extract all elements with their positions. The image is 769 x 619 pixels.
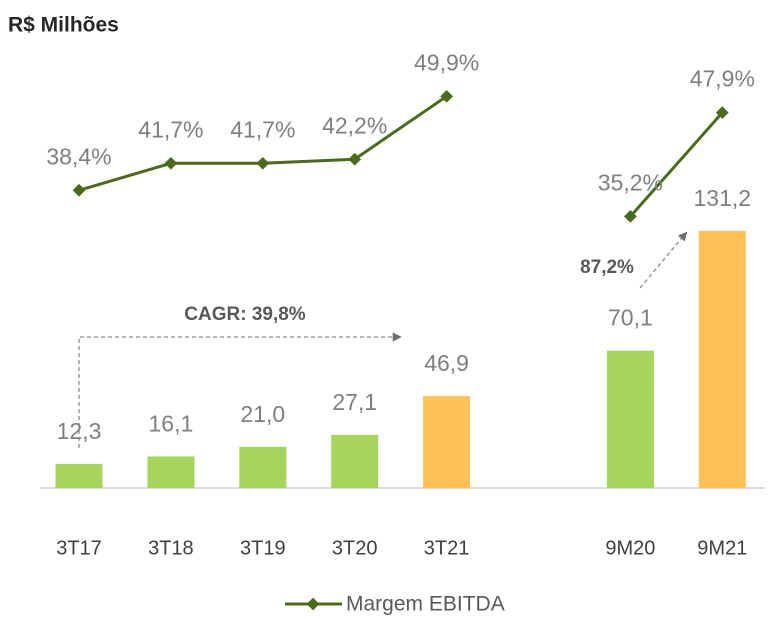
line-label: 41,7% <box>230 116 295 142</box>
bar-label: 46,9 <box>424 350 469 376</box>
line-label: 47,9% <box>690 66 755 92</box>
cagr-label: CAGR: 39,8% <box>184 304 306 325</box>
x-tick-label: 3T19 <box>240 537 286 559</box>
line-label: 38,4% <box>46 143 111 169</box>
line-marker <box>72 183 86 197</box>
bar-label: 21,0 <box>240 401 285 427</box>
bar <box>698 230 746 488</box>
line-label: 42,2% <box>322 112 387 138</box>
x-tick-label: 9M21 <box>697 537 747 559</box>
line-label: 35,2% <box>598 169 663 195</box>
line-marker <box>164 156 178 170</box>
bar <box>423 396 471 488</box>
x-tick-label: 9M20 <box>605 537 655 559</box>
bar-label: 12,3 <box>57 418 102 444</box>
x-tick-label: 3T17 <box>56 537 102 559</box>
legend-marker <box>306 597 320 611</box>
bar-label: 131,2 <box>694 185 752 211</box>
bar <box>331 434 379 488</box>
line-marker <box>348 152 362 166</box>
x-tick-label: 3T18 <box>148 537 194 559</box>
bar <box>239 446 287 488</box>
bar-label: 27,1 <box>332 389 377 415</box>
bar-label: 70,1 <box>608 305 653 331</box>
growth-label: 87,2% <box>580 257 634 278</box>
x-tick-label: 3T21 <box>424 537 470 559</box>
bar <box>55 463 103 488</box>
line-label: 49,9% <box>414 49 479 75</box>
cagr-arrow <box>78 332 402 448</box>
line-marker <box>440 89 453 103</box>
bar-label: 16,1 <box>149 411 194 437</box>
bar <box>147 456 195 488</box>
legend-label: Margem EBITDA <box>346 593 505 616</box>
bar <box>606 350 654 488</box>
chart-title: R$ Milhões <box>8 14 119 37</box>
line-label: 41,7% <box>138 116 203 142</box>
growth-arrow <box>639 231 688 289</box>
x-tick-label: 3T20 <box>332 537 378 559</box>
line-marker <box>256 156 270 170</box>
margin-line <box>78 95 724 218</box>
